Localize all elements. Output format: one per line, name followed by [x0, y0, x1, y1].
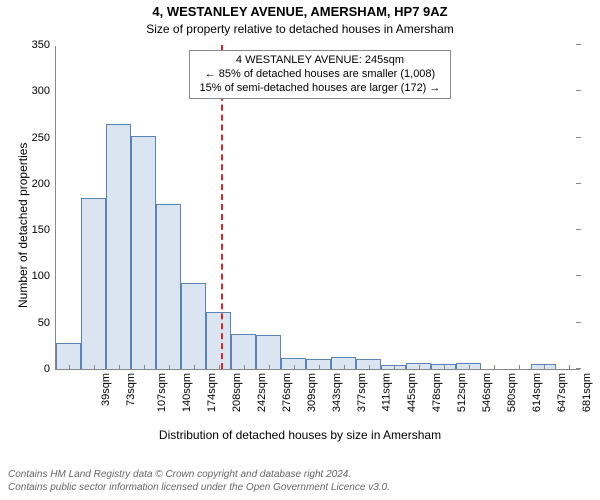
histogram-bar: [106, 124, 131, 369]
x-tick-mark: [494, 365, 495, 370]
x-tick-label: 512sqm: [456, 373, 468, 412]
x-tick-mark: [569, 365, 570, 370]
histogram-bar: [231, 334, 256, 369]
x-tick-mark: [519, 365, 520, 370]
x-tick-mark: [294, 365, 295, 370]
x-tick-label: 580sqm: [506, 373, 518, 412]
chart-title-line1: 4, WESTANLEY AVENUE, AMERSHAM, HP7 9AZ: [0, 4, 600, 19]
histogram-bar: [181, 283, 206, 369]
y-tick-mark: [576, 368, 581, 369]
x-tick-mark: [119, 365, 120, 370]
annotation-line: 4 WESTANLEY AVENUE: 245sqm: [200, 54, 441, 68]
chart-title-line2: Size of property relative to detached ho…: [0, 22, 600, 36]
y-tick-label: 150: [32, 224, 56, 236]
x-tick-label: 140sqm: [181, 373, 193, 412]
x-tick-mark: [244, 365, 245, 370]
x-tick-label: 73sqm: [125, 373, 137, 406]
y-tick-mark: [576, 322, 581, 323]
footer-line-1: Contains HM Land Registry data © Crown c…: [8, 469, 592, 482]
x-tick-mark: [444, 365, 445, 370]
x-tick-label: 411sqm: [380, 373, 392, 411]
chart-container: 4, WESTANLEY AVENUE, AMERSHAM, HP7 9AZ S…: [0, 0, 600, 500]
y-tick-label: 200: [32, 178, 56, 190]
y-tick-mark: [576, 183, 581, 184]
x-tick-label: 681sqm: [581, 373, 593, 412]
y-tick-label: 50: [38, 317, 56, 329]
x-tick-mark: [219, 365, 220, 370]
y-tick-mark: [576, 90, 581, 91]
histogram-bar: [156, 204, 181, 369]
x-tick-mark: [69, 365, 70, 370]
histogram-bar: [206, 312, 231, 369]
x-tick-label: 546sqm: [481, 373, 493, 412]
annotation-line: 15% of semi-detached houses are larger (…: [200, 82, 441, 96]
x-tick-label: 107sqm: [156, 373, 168, 412]
histogram-bar: [256, 335, 281, 369]
footer-attribution: Contains HM Land Registry data © Crown c…: [0, 465, 600, 500]
x-tick-label: 647sqm: [556, 373, 568, 412]
x-tick-label: 276sqm: [281, 373, 293, 412]
x-tick-mark: [319, 365, 320, 370]
x-axis-label: Distribution of detached houses by size …: [0, 428, 600, 442]
x-tick-label: 343sqm: [331, 373, 343, 412]
x-tick-mark: [169, 365, 170, 370]
x-tick-mark: [194, 365, 195, 370]
x-tick-mark: [544, 365, 545, 370]
x-tick-label: 39sqm: [100, 373, 112, 406]
histogram-bar: [81, 198, 106, 369]
x-tick-label: 445sqm: [406, 373, 418, 412]
x-tick-mark: [269, 365, 270, 370]
y-tick-label: 0: [44, 363, 56, 375]
x-tick-mark: [144, 365, 145, 370]
histogram-bar: [131, 136, 156, 369]
x-tick-label: 208sqm: [231, 373, 243, 412]
y-tick-label: 350: [32, 39, 56, 51]
x-tick-mark: [369, 365, 370, 370]
y-tick-label: 250: [32, 132, 56, 144]
y-tick-label: 300: [32, 85, 56, 97]
x-tick-label: 614sqm: [531, 373, 543, 412]
annotation-box: 4 WESTANLEY AVENUE: 245sqm← 85% of detac…: [189, 50, 452, 99]
x-tick-mark: [419, 365, 420, 370]
y-axis-label: Number of detached properties: [16, 143, 30, 308]
x-tick-label: 174sqm: [206, 373, 218, 412]
y-tick-mark: [576, 229, 581, 230]
x-tick-mark: [394, 365, 395, 370]
y-tick-label: 100: [32, 270, 56, 282]
x-tick-mark: [344, 365, 345, 370]
y-tick-mark: [576, 44, 581, 45]
x-tick-mark: [94, 365, 95, 370]
x-tick-label: 478sqm: [431, 373, 443, 412]
annotation-line: ← 85% of detached houses are smaller (1,…: [200, 68, 441, 82]
y-tick-mark: [576, 275, 581, 276]
x-tick-mark: [469, 365, 470, 370]
footer-line-2: Contains public sector information licen…: [8, 482, 592, 495]
y-tick-mark: [576, 137, 581, 138]
x-tick-label: 309sqm: [306, 373, 318, 412]
x-tick-label: 242sqm: [256, 373, 268, 412]
x-tick-label: 377sqm: [356, 373, 368, 412]
